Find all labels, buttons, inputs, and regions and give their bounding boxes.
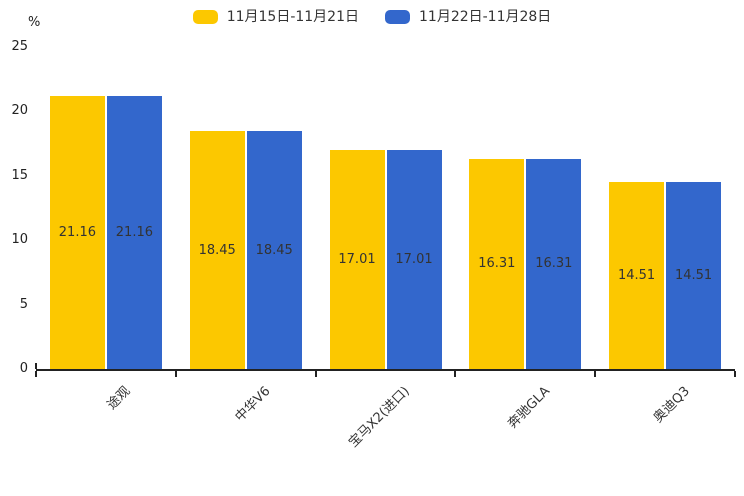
bar-series1-奥迪Q3[interactable]: 14.51 <box>609 182 665 369</box>
y-tick-label-25: 25 <box>11 39 28 54</box>
legend-label-week1: 11月15日-11月21日 <box>226 9 359 25</box>
y-tick-label-0: 0 <box>19 361 28 376</box>
x-axis-tick <box>314 371 317 377</box>
bar-value-label: 17.01 <box>395 251 433 267</box>
bar-value-label: 21.16 <box>115 225 153 241</box>
bar-series1-宝马X2(进口)[interactable]: 17.01 <box>329 149 385 369</box>
legend-label-week2: 11月22日-11月28日 <box>419 9 552 25</box>
legend-swatch-blue <box>385 10 410 24</box>
bar-value-label: 16.31 <box>535 256 573 272</box>
y-tick-label-15: 15 <box>11 167 28 183</box>
x-axis-tick <box>734 371 736 377</box>
x-tick-label-中华V6[interactable]: 中华V6 <box>232 383 274 425</box>
bar-series1-奔驰GLA[interactable]: 16.31 <box>469 158 525 369</box>
legend-item-week2[interactable]: 11月22日-11月28日 <box>385 8 551 26</box>
bar-series1-途观[interactable]: 21.16 <box>49 96 105 369</box>
x-axis-tick <box>454 371 457 377</box>
x-tick-label-奔驰GLA[interactable]: 奔驰GLA <box>505 383 553 432</box>
legend: 11月15日-11月21日 11月22日-11月28日 <box>0 8 744 26</box>
y-tick-label-5: 5 <box>19 296 28 312</box>
legend-item-week1[interactable]: 11月15日-11月21日 <box>192 8 359 26</box>
y-tick-label-20: 20 <box>11 103 28 119</box>
bar-value-label: 17.01 <box>338 251 376 267</box>
bar-value-label: 16.31 <box>478 256 516 272</box>
bar-series2-奥迪Q3[interactable]: 14.51 <box>666 182 722 369</box>
x-tick-label-奥迪Q3[interactable]: 奥迪Q3 <box>650 383 693 426</box>
bar-value-label: 14.51 <box>674 268 713 284</box>
y-axis-unit-label: % <box>28 15 41 30</box>
bar-value-label: 21.16 <box>58 225 96 241</box>
y-axis-stub <box>35 363 37 369</box>
x-axis-tick <box>594 371 597 377</box>
bar-value-label: 14.51 <box>617 268 656 284</box>
x-axis-tick <box>35 371 37 377</box>
y-tick-label-10: 10 <box>11 232 28 248</box>
bar-series2-宝马X2(进口)[interactable]: 17.01 <box>386 149 442 369</box>
bar-series2-途观[interactable]: 21.16 <box>106 96 162 369</box>
legend-swatch-yellow <box>192 10 218 24</box>
bar-series2-奔驰GLA[interactable]: 16.31 <box>526 158 582 369</box>
x-axis-tick <box>174 371 177 377</box>
x-tick-label-宝马X2(进口)[interactable]: 宝马X2(进口) <box>346 383 413 451</box>
x-tick-label-途观[interactable]: 途观 <box>104 383 134 413</box>
bar-value-label: 18.45 <box>255 242 293 258</box>
bar-series2-中华V6[interactable]: 18.45 <box>246 131 302 369</box>
bar-value-label: 18.45 <box>198 242 236 258</box>
bar-series1-中华V6[interactable]: 18.45 <box>189 131 245 369</box>
x-axis-line <box>36 369 735 371</box>
